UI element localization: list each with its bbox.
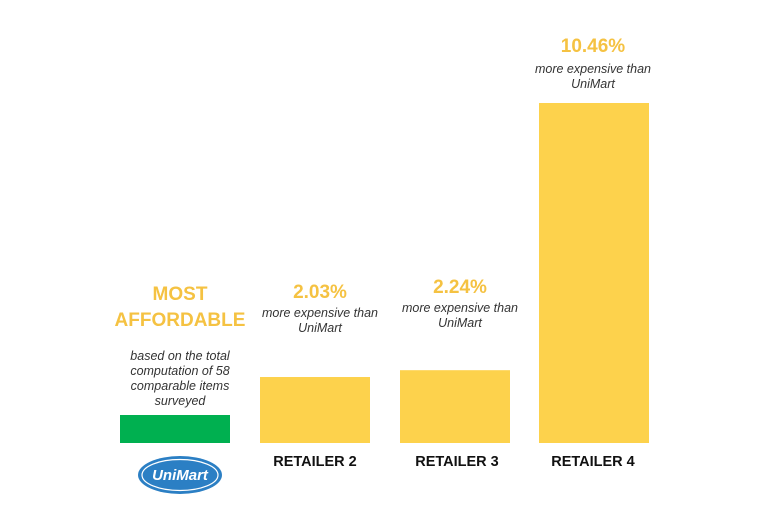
note-retailer-2: more expensive than UniMart	[261, 306, 379, 335]
baseline-note-line-1: based on the total	[130, 349, 230, 363]
most-affordable-headline: MOST AFFORDABLE	[110, 282, 250, 334]
baseline-note-line-3: comparable items	[130, 379, 230, 393]
baseline-note: based on the total computation of 58 com…	[100, 349, 260, 409]
unimart-logo: UniMart	[138, 456, 222, 494]
bar-retailer-3	[400, 370, 510, 443]
bar-retailer-2	[260, 377, 370, 443]
value-label-retailer-4: 10.46%	[560, 36, 626, 57]
logo-text: UniMart	[152, 467, 209, 484]
category-label-retailer-4: RETAILER 4	[551, 454, 635, 470]
note-retailer-4: more expensive than UniMart	[534, 62, 652, 91]
value-label-retailer-3: 2.24%	[433, 277, 487, 298]
headline-line-1: MOST	[152, 284, 208, 305]
baseline-note-line-4: surveyed	[154, 394, 206, 408]
baseline-note-line-2: computation of 58	[130, 364, 230, 378]
category-label-retailer-2: RETAILER 2	[273, 454, 357, 470]
value-label-retailer-2: 2.03%	[293, 282, 347, 303]
category-label-retailer-3: RETAILER 3	[415, 454, 499, 470]
note-retailer-3: more expensive than UniMart	[401, 301, 519, 330]
bar-retailer-4	[539, 103, 649, 443]
headline-line-2: AFFORDABLE	[114, 310, 246, 331]
bar-unimart	[120, 415, 230, 443]
